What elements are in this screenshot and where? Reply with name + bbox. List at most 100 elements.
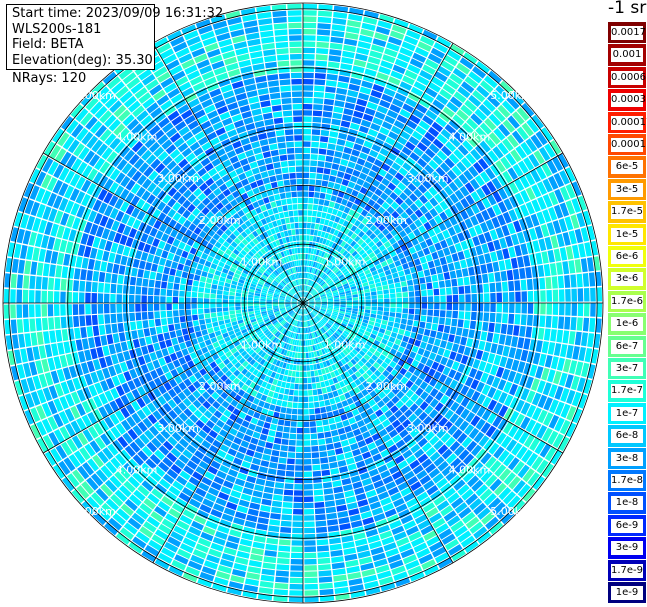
ray-bin <box>431 171 441 181</box>
ray-bin <box>91 139 103 153</box>
ray-bin <box>290 421 297 427</box>
ray-bin <box>488 113 502 127</box>
ray-bin <box>432 155 443 166</box>
ray-bin <box>385 136 396 146</box>
ray-bin <box>229 288 236 293</box>
ray-bin <box>216 396 225 405</box>
ray-bin <box>415 387 424 397</box>
ray-bin <box>303 22 317 29</box>
ray-bin <box>291 332 295 339</box>
ray-bin <box>376 346 384 354</box>
ray-bin <box>314 370 319 377</box>
ray-bin <box>111 155 123 168</box>
ray-bin <box>357 419 365 428</box>
ray-bin <box>363 140 373 149</box>
ray-bin <box>521 122 534 137</box>
ray-bin <box>369 447 380 456</box>
ray-bin <box>325 239 331 246</box>
ray-bin <box>83 246 92 258</box>
ray-bin <box>366 62 379 71</box>
ray-bin <box>308 305 314 308</box>
ray-bin <box>284 388 290 395</box>
ray-bin <box>212 341 220 348</box>
ray-bin <box>322 174 330 181</box>
ray-bin <box>42 206 52 220</box>
ray-bin <box>395 372 404 381</box>
ray-bin <box>260 394 268 402</box>
ray-bin <box>318 576 333 583</box>
ray-bin <box>321 298 327 300</box>
ray-bin <box>16 304 23 318</box>
ray-bin <box>425 463 437 474</box>
ray-bin <box>152 238 160 247</box>
ray-bin <box>173 254 181 263</box>
ray-bin <box>425 358 434 368</box>
ray-bin <box>411 326 419 333</box>
ray-bin <box>347 323 354 328</box>
ray-bin <box>414 353 422 362</box>
ray-bin <box>330 284 336 289</box>
ray-bin <box>225 418 235 427</box>
ray-bin <box>381 249 389 256</box>
ray-bin <box>270 513 281 520</box>
ray-bin <box>307 346 311 352</box>
ray-bin <box>168 275 175 283</box>
ray-bin <box>551 276 558 289</box>
ray-bin <box>236 285 243 290</box>
ray-bin <box>312 236 317 242</box>
ray-bin <box>65 241 74 254</box>
ray-bin <box>25 393 35 408</box>
ray-bin <box>30 261 38 275</box>
ray-bin <box>88 384 98 397</box>
ray-bin <box>353 110 364 119</box>
ray-bin <box>325 313 331 317</box>
ray-bin <box>249 502 261 510</box>
ray-bin <box>531 114 544 130</box>
ray-bin <box>277 285 283 290</box>
ray-bin <box>338 274 344 279</box>
ray-bin <box>333 229 340 236</box>
ray-bin <box>408 92 421 103</box>
ray-bin <box>277 325 283 331</box>
ray-bin <box>331 364 337 371</box>
ray-bin <box>377 267 384 274</box>
ray-bin <box>90 120 103 134</box>
ray-bin <box>334 299 340 302</box>
ray-bin <box>354 235 361 243</box>
ray-bin <box>304 515 315 521</box>
ray-bin <box>270 343 276 350</box>
ray-bin <box>308 248 312 254</box>
ray-bin <box>572 244 580 259</box>
ray-bin <box>171 337 179 346</box>
ray-bin <box>307 286 311 292</box>
ray-bin <box>181 363 190 372</box>
ray-bin <box>254 425 263 433</box>
ray-bin <box>14 380 24 396</box>
ray-bin <box>334 340 340 346</box>
ray-bin <box>395 424 405 434</box>
ray-bin <box>355 434 364 442</box>
ray-bin <box>364 331 371 337</box>
ray-bin <box>321 306 327 310</box>
ray-bin <box>115 172 126 184</box>
ray-bin <box>389 520 402 530</box>
ray-bin <box>431 76 445 88</box>
ray-bin <box>185 303 191 310</box>
ray-bin <box>353 532 366 541</box>
ray-bin <box>523 434 535 448</box>
ray-bin <box>465 153 477 165</box>
ray-bin <box>303 409 309 415</box>
ray-bin <box>395 503 408 513</box>
ray-bin <box>235 306 241 311</box>
ray-bin <box>326 512 338 520</box>
ray-bin <box>78 146 90 160</box>
ray-bin <box>340 278 347 283</box>
ray-bin <box>136 198 146 210</box>
ray-bin <box>264 338 270 345</box>
ray-bin <box>306 308 310 313</box>
ray-bin <box>141 394 151 405</box>
ray-bin <box>134 437 146 449</box>
ray-bin <box>268 342 274 348</box>
ray-bin <box>303 266 305 272</box>
ray-bin <box>61 441 73 456</box>
